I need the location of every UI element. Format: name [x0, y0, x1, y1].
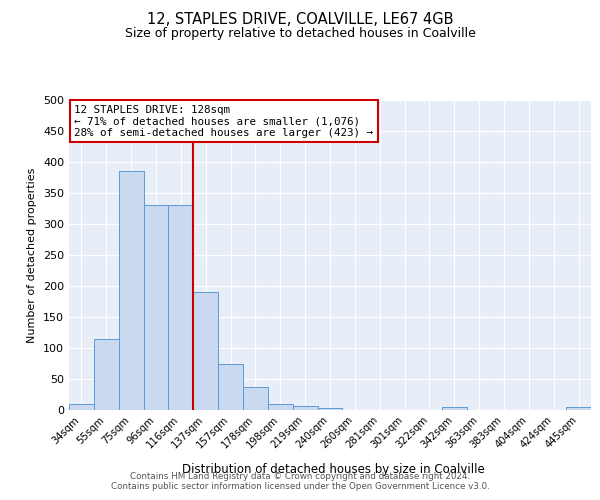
- Bar: [243, 387, 268, 410]
- Bar: [143, 206, 169, 410]
- Y-axis label: Number of detached properties: Number of detached properties: [28, 168, 37, 342]
- Text: Distribution of detached houses by size in Coalville: Distribution of detached houses by size …: [182, 462, 484, 475]
- Bar: [293, 406, 317, 410]
- Bar: [94, 338, 119, 410]
- Text: Contains HM Land Registry data © Crown copyright and database right 2024.: Contains HM Land Registry data © Crown c…: [130, 472, 470, 481]
- Bar: [268, 404, 293, 410]
- Text: 12 STAPLES DRIVE: 128sqm
← 71% of detached houses are smaller (1,076)
28% of sem: 12 STAPLES DRIVE: 128sqm ← 71% of detach…: [74, 104, 373, 138]
- Text: Size of property relative to detached houses in Coalville: Size of property relative to detached ho…: [125, 28, 475, 40]
- Bar: [566, 407, 591, 410]
- Bar: [169, 206, 193, 410]
- Text: Contains public sector information licensed under the Open Government Licence v3: Contains public sector information licen…: [110, 482, 490, 491]
- Bar: [119, 172, 143, 410]
- Bar: [69, 404, 94, 410]
- Bar: [218, 364, 243, 410]
- Bar: [193, 292, 218, 410]
- Bar: [317, 408, 343, 410]
- Bar: [442, 407, 467, 410]
- Text: 12, STAPLES DRIVE, COALVILLE, LE67 4GB: 12, STAPLES DRIVE, COALVILLE, LE67 4GB: [147, 12, 453, 28]
